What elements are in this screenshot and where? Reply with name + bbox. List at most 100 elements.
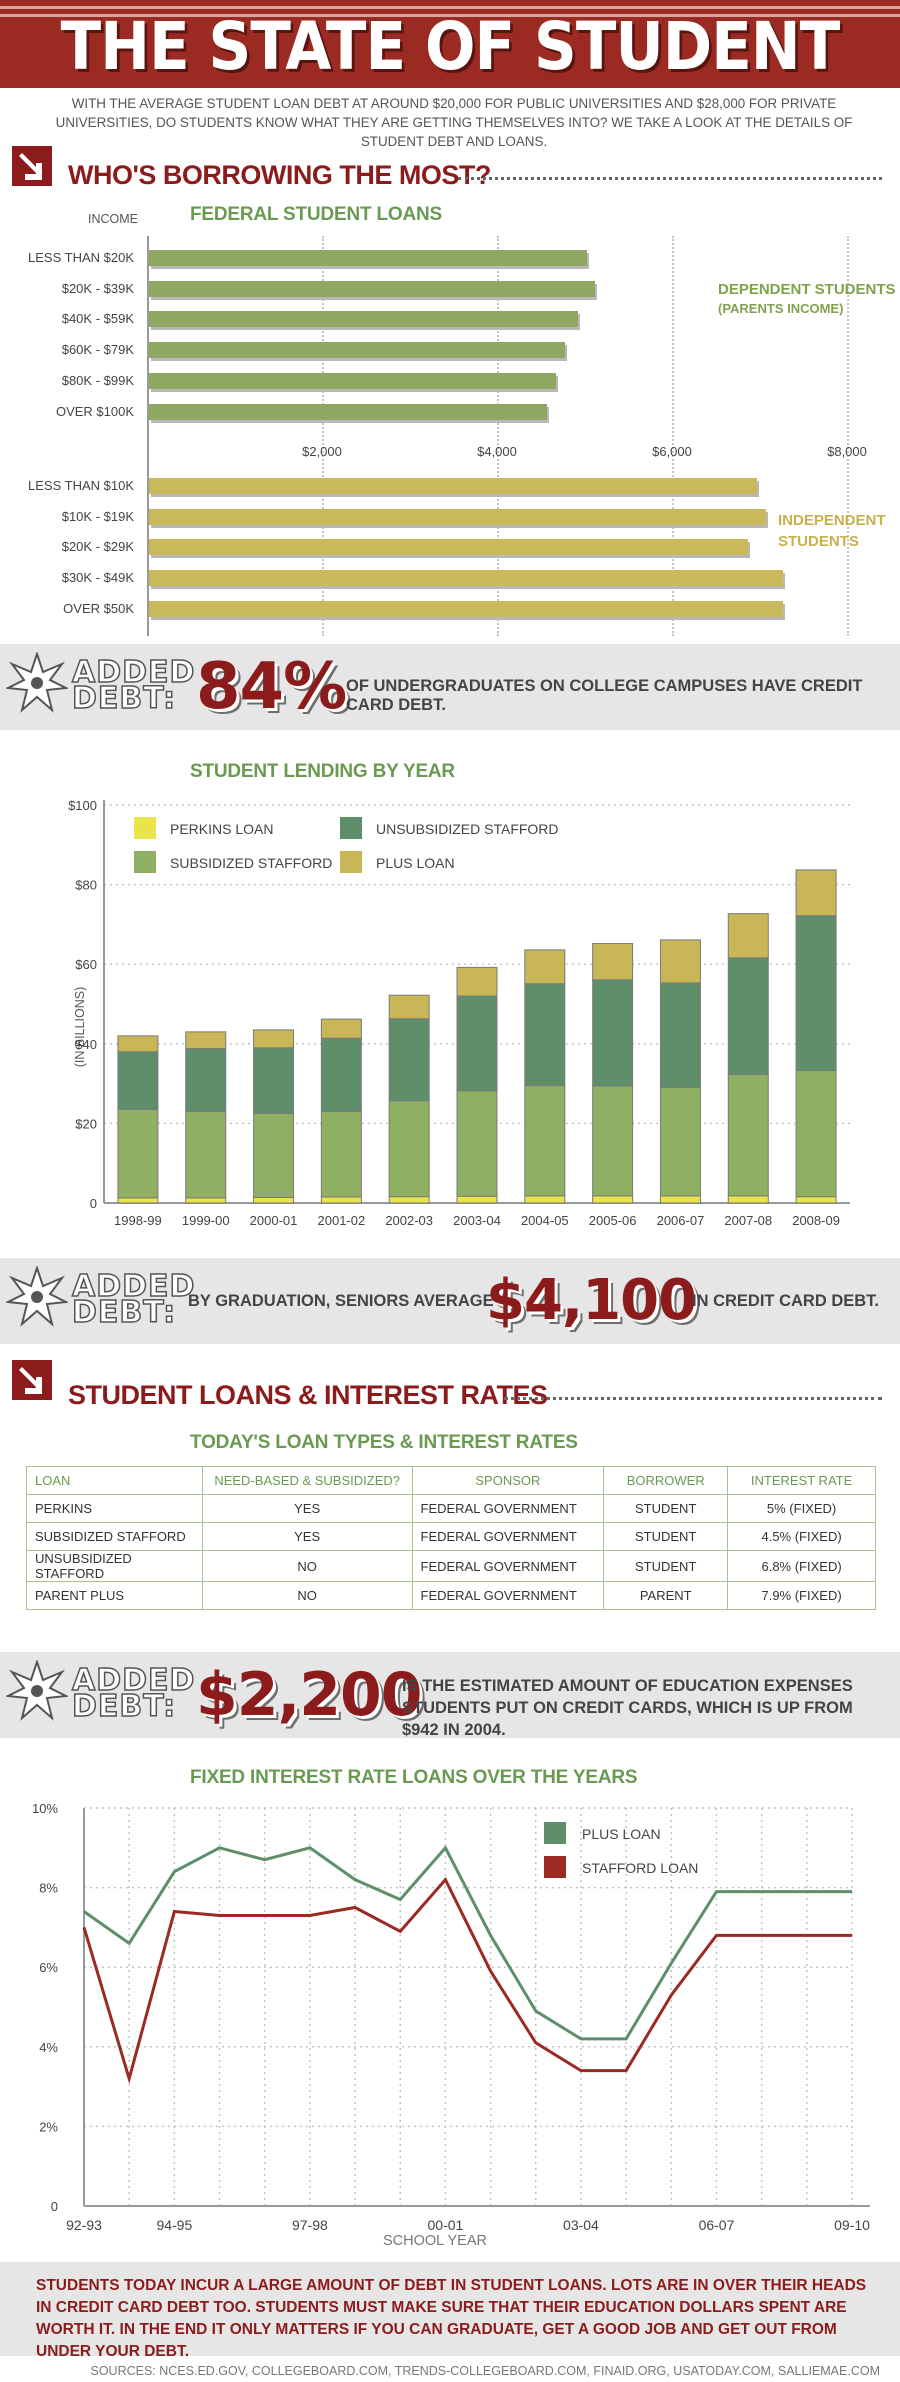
x-tick-label: $8,000 [827, 444, 867, 459]
stacked-bar-segment [592, 943, 634, 981]
stacked-bar-segment [524, 1085, 566, 1197]
table-cell: 6.8% (FIXED) [727, 1550, 876, 1582]
bar-category-label: $80K - $99K [61, 372, 134, 388]
x-tick-label: 1999-00 [182, 1213, 230, 1228]
stat-4100: $4,100 [486, 1268, 697, 1333]
y-tick-label: $40 [75, 1037, 97, 1052]
table-cell: 5% (FIXED) [727, 1494, 876, 1523]
y-tick-label: $60 [75, 957, 97, 972]
series-line [82, 1876, 852, 2085]
arrow-down-right-icon [12, 146, 52, 186]
bar-category-label: LESS THAN $20K [28, 250, 134, 265]
bar-category-label: OVER $50K [63, 600, 134, 616]
table-row: PARENT PLUS NO FEDERAL GOVERNMENT PARENT… [26, 1581, 876, 1610]
x-tick-label: 2007-08 [724, 1213, 772, 1228]
stacked-bar-segment [388, 994, 430, 1020]
stacked-bar-segment [524, 1195, 566, 1204]
legend-swatch-perkins [134, 817, 156, 839]
stat-4100-pre: BY GRADUATION, SENIORS AVERAGE [188, 1292, 494, 1310]
header-stripe [0, 6, 900, 9]
table-cell: FEDERAL GOVERNMENT [411, 1550, 605, 1582]
table-cell: STUDENT [603, 1522, 729, 1551]
table-cell: 4.5% (FIXED) [727, 1522, 876, 1551]
legend-subsidized: SUBSIDIZED STAFFORD [170, 855, 333, 871]
stat-2200: $2,200 [196, 1660, 423, 1730]
x-tick-label: 06-07 [699, 2217, 735, 2233]
table-row: UNSUBSIDIZED STAFFORD NO FEDERAL GOVERNM… [26, 1550, 876, 1582]
bar [149, 600, 784, 617]
chart-title-federal-loans: FEDERAL STUDENT LOANS [190, 204, 442, 225]
section-divider [504, 1397, 882, 1400]
debt-label: DEBT: [71, 1689, 177, 1724]
y-tick-label: $80 [75, 878, 97, 893]
starburst-icon [6, 1660, 68, 1721]
sources-text: SOURCES: NCES.ED.GOV, COLLEGEBOARD.COM, … [90, 2364, 880, 2378]
starburst-icon [6, 652, 68, 713]
table-title: TODAY'S LOAN TYPES & INTEREST RATES [190, 1432, 578, 1453]
stacked-bar-segment [659, 939, 701, 984]
gridline [497, 236, 499, 636]
stacked-bar-segment [795, 915, 837, 1071]
x-tick-label: 2004-05 [521, 1213, 569, 1228]
stacked-bar-segment [659, 1195, 701, 1204]
stacked-bar-segment [185, 1031, 227, 1050]
legend-dependent-subtitle: (PARENTS INCOME) [718, 301, 844, 316]
bar [149, 508, 766, 525]
table-cell: YES [201, 1494, 413, 1523]
legend-plus: PLUS LOAN [376, 855, 455, 871]
added-debt-band [0, 1652, 900, 1738]
stacked-bar-segment [524, 949, 566, 985]
bar [149, 539, 749, 556]
x-tick-label: 1998-99 [114, 1213, 162, 1228]
stacked-bar-segment [524, 983, 566, 1087]
stacked-bar-segment [795, 1196, 837, 1204]
x-tick-label: 2005-06 [589, 1213, 637, 1228]
stacked-bar-segment [320, 1018, 362, 1039]
stacked-bar-segment [117, 1197, 159, 1204]
stacked-bar-segment [592, 1195, 634, 1204]
stat-84-text: OF UNDERGRADUATES ON COLLEGE CAMPUSES HA… [346, 677, 863, 714]
stacked-bar-segment [117, 1051, 159, 1110]
bar-category-label: $10K - $19K [61, 508, 134, 524]
gridline [672, 236, 674, 636]
x-tick-label: 2006-07 [657, 1213, 705, 1228]
stacked-bar-segment [727, 1195, 769, 1204]
legend-swatch-unsubsidized [340, 817, 362, 839]
stacked-bar-segment [253, 1112, 295, 1198]
legend-stafford-loan: STAFFORD LOAN [582, 1860, 699, 1876]
table-cell: UNSUBSIDIZED STAFFORD [26, 1550, 203, 1582]
y-tick-label: 0 [51, 2199, 58, 2214]
table-header-row: LOAN NEED-BASED & SUBSIDIZED? SPONSOR BO… [26, 1466, 876, 1495]
table-cell: STUDENT [603, 1494, 729, 1523]
stacked-bar-segment [320, 1110, 362, 1198]
table-cell: PARENT PLUS [26, 1581, 203, 1610]
stat-4100-post: IN CREDIT CARD DEBT. [692, 1292, 880, 1310]
stacked-bar-segment [117, 1108, 159, 1199]
stacked-bar-segment [320, 1196, 362, 1204]
stacked-bar-segment [727, 957, 769, 1075]
stacked-bar-segment [388, 1018, 430, 1102]
x-tick-label: $4,000 [477, 444, 517, 459]
interest-rate-line-chart: 0 2% 4% 6% 8% 10% 92-93 94-95 97-98 00-01 03-04 06-… [32, 1801, 870, 2233]
legend-swatch-stafford-loan [544, 1856, 566, 1878]
axis-label-income: INCOME [88, 212, 138, 226]
x-tick-label: 2003-04 [453, 1213, 501, 1228]
x-tick-label: 00-01 [428, 2217, 464, 2233]
y-tick-label: 10% [32, 1801, 58, 1816]
federal-loans-chart: $2,000 $4,000 $6,000 $8,000 LESS THAN $20K $2… [0, 0, 900, 640]
x-tick-label: 09-10 [834, 2217, 870, 2233]
stacked-bar-segment [795, 869, 837, 917]
stacked-bar-segment [456, 1090, 498, 1197]
bar-category-label: LESS THAN $10K [28, 478, 134, 493]
y-tick-label: 0 [90, 1196, 97, 1211]
stacked-bar-segment [592, 979, 634, 1087]
table-cell: YES [201, 1522, 413, 1551]
x-tick-label: 2002-03 [385, 1213, 433, 1228]
table-cell: SUBSIDIZED STAFFORD [26, 1522, 203, 1551]
x-tick-label: 2001-02 [318, 1213, 366, 1228]
bar [149, 342, 565, 359]
header-stripe [0, 14, 900, 17]
bar-category-label: $60K - $79K [61, 342, 134, 358]
table-cell: FEDERAL GOVERNMENT [411, 1494, 605, 1523]
x-tick-label: 94-95 [156, 2217, 192, 2233]
